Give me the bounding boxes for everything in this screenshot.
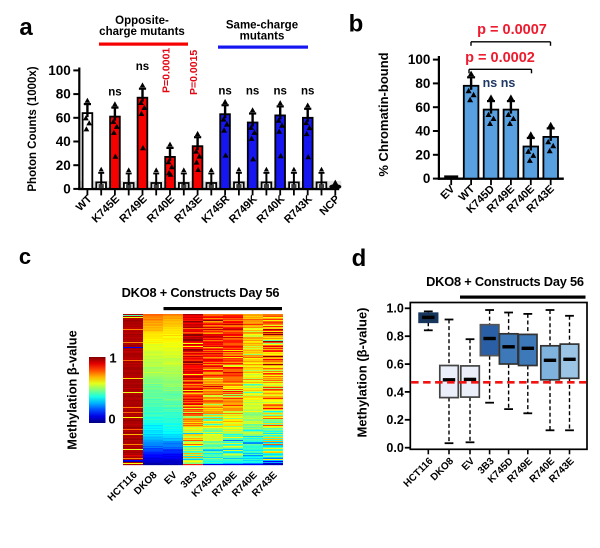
svg-text:b: b bbox=[349, 11, 364, 38]
svg-text:80: 80 bbox=[415, 76, 430, 91]
svg-text:0.0: 0.0 bbox=[386, 441, 403, 455]
svg-text:p = 0.0002: p = 0.0002 bbox=[465, 50, 535, 66]
svg-text:Methylation β-value: Methylation β-value bbox=[65, 330, 80, 449]
svg-text:ns ns: ns ns bbox=[483, 76, 516, 90]
svg-text:P=0.0015: P=0.0015 bbox=[188, 50, 200, 95]
svg-text:0: 0 bbox=[63, 182, 71, 197]
svg-text:Methylation (β-value): Methylation (β-value) bbox=[355, 308, 370, 438]
svg-text:0.2: 0.2 bbox=[386, 413, 403, 427]
svg-text:0.6: 0.6 bbox=[386, 358, 403, 372]
svg-text:0.4: 0.4 bbox=[386, 385, 403, 399]
svg-text:Photon Counts (1000x): Photon Counts (1000x) bbox=[27, 66, 39, 191]
svg-text:DKO8 + Constructs Day 56: DKO8 + Constructs Day 56 bbox=[426, 274, 584, 289]
svg-text:Same-charge: Same-charge bbox=[226, 20, 298, 32]
svg-text:Opposite-: Opposite- bbox=[115, 15, 169, 27]
svg-text:1: 1 bbox=[109, 351, 116, 366]
svg-text:0.8: 0.8 bbox=[386, 330, 403, 344]
svg-text:20: 20 bbox=[56, 158, 71, 173]
svg-text:40: 40 bbox=[415, 124, 430, 139]
svg-text:a: a bbox=[19, 14, 33, 41]
svg-text:100: 100 bbox=[408, 52, 431, 67]
svg-text:60: 60 bbox=[415, 100, 430, 115]
svg-text:ns: ns bbox=[246, 86, 259, 98]
svg-text:60: 60 bbox=[56, 110, 71, 125]
svg-text:p = 0.0007: p = 0.0007 bbox=[477, 22, 547, 38]
svg-text:charge mutants: charge mutants bbox=[99, 26, 185, 38]
svg-text:ns: ns bbox=[301, 86, 314, 98]
svg-text:0: 0 bbox=[423, 171, 431, 186]
svg-text:c: c bbox=[19, 244, 31, 269]
svg-text:% Chromatin-bound: % Chromatin-bound bbox=[376, 52, 391, 176]
svg-text:100: 100 bbox=[48, 63, 71, 78]
svg-text:40: 40 bbox=[56, 134, 71, 149]
svg-text:1.0: 1.0 bbox=[386, 302, 403, 316]
svg-text:80: 80 bbox=[56, 87, 71, 102]
svg-text:0: 0 bbox=[108, 412, 115, 427]
svg-text:ns: ns bbox=[136, 61, 149, 73]
svg-text:ns: ns bbox=[273, 86, 286, 98]
svg-text:DKO8 + Constructs Day 56: DKO8 + Constructs Day 56 bbox=[122, 285, 280, 300]
svg-text:ns: ns bbox=[108, 87, 121, 99]
svg-text:20: 20 bbox=[415, 147, 430, 162]
svg-text:d: d bbox=[352, 245, 367, 272]
svg-text:P=0.0001: P=0.0001 bbox=[161, 48, 173, 93]
svg-text:mutants: mutants bbox=[240, 31, 285, 43]
svg-text:ns: ns bbox=[218, 86, 231, 98]
